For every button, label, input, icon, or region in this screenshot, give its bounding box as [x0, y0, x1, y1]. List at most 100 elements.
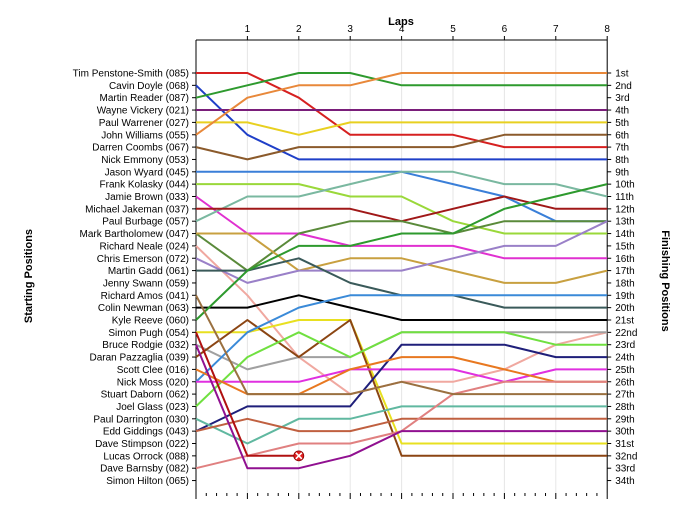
lap-tick-label: 3	[347, 24, 353, 35]
finish-label: 23rd	[615, 340, 635, 351]
finish-label: 27th	[615, 390, 634, 401]
driver-label: Dave Stimpson (022)	[95, 439, 189, 450]
retired-marker-x-1	[295, 452, 303, 460]
finish-label: 24th	[615, 353, 634, 364]
driver-label: Darren Coombs (067)	[92, 143, 189, 154]
driver-label: Kyle Reeve (060)	[112, 316, 189, 327]
series-line-32	[195, 344, 608, 470]
driver-label: Mark Bartholomew (047)	[80, 229, 189, 240]
series-line-29	[195, 417, 608, 433]
series-line-22	[195, 319, 608, 457]
driver-label: Edd Giddings (043)	[103, 427, 189, 438]
series-line-25	[196, 368, 608, 383]
series-layer	[195, 72, 608, 470]
finish-label: 29th	[615, 414, 634, 425]
finish-label: 18th	[615, 278, 634, 289]
finish-label: 26th	[615, 377, 634, 388]
right-axis-title: Finishing Positions	[659, 230, 671, 331]
driver-label: Cavin Doyle (068)	[109, 81, 189, 92]
driver-label: Jamie Brown (033)	[105, 192, 189, 203]
series-line-13	[195, 220, 608, 272]
finish-label: 3rd	[615, 93, 629, 104]
finish-label: 17th	[615, 266, 634, 277]
finish-label: 34th	[615, 476, 634, 487]
driver-label: Nick Moss (020)	[117, 377, 189, 388]
lap-tick-label: 6	[502, 24, 508, 35]
driver-label: Jenny Swann (059)	[103, 278, 189, 289]
finish-label: 30th	[615, 427, 634, 438]
finish-label: 19th	[615, 291, 634, 302]
finish-label: 7th	[615, 143, 629, 154]
grid-layer	[246, 40, 608, 493]
finish-label: 21st	[615, 316, 634, 327]
driver-label: Tim Penstone-Smith (085)	[73, 69, 189, 80]
driver-label: Martin Gadd (061)	[108, 266, 189, 277]
series-line-31	[195, 294, 608, 396]
finish-label: 8th	[615, 155, 629, 166]
series-line-18	[196, 294, 608, 321]
driver-label: Daran Pazzaglia (039)	[90, 353, 190, 364]
label-layer: 1 2 3 4 5 6 7 8 Tim Penstone-Smith (085)Cavin Do…	[73, 24, 638, 487]
driver-label: Paul Warrener (027)	[99, 118, 189, 129]
series-line-9	[196, 183, 608, 235]
driver-label: Scott Clee (016)	[117, 365, 189, 376]
axis-layer	[192, 36, 612, 499]
series-line-6	[195, 72, 608, 136]
finish-label: 5th	[615, 118, 629, 129]
driver-label: Jason Wyard (045)	[105, 167, 189, 178]
finish-label: 1st	[615, 69, 629, 80]
driver-label: Dave Barnsby (082)	[100, 464, 189, 475]
driver-label: Paul Burbage (057)	[102, 217, 189, 228]
series-line-10	[195, 195, 608, 260]
lap-tick-label: 5	[450, 24, 456, 35]
lap-tick-label: 4	[399, 24, 405, 35]
driver-label: Simon Hilton (065)	[106, 476, 189, 487]
series-line-20	[196, 319, 608, 445]
driver-label: Bruce Rodgie (032)	[102, 340, 189, 351]
finish-label: 4th	[615, 106, 629, 117]
finish-label: 2nd	[615, 81, 632, 92]
driver-label: Richard Neale (024)	[100, 241, 190, 252]
finish-label: 13th	[615, 217, 634, 228]
driver-label: Wayne Vickery (021)	[97, 106, 189, 117]
driver-label: Richard Amos (041)	[101, 291, 189, 302]
series-line-7	[195, 133, 608, 161]
series-line-23	[195, 294, 608, 383]
finish-label: 28th	[615, 402, 634, 413]
driver-label: Lucas Orrock (088)	[103, 451, 189, 462]
series-line-19	[195, 183, 608, 321]
driver-label: Paul Darrington (030)	[93, 414, 189, 425]
finish-label: 12th	[615, 204, 634, 215]
driver-label: Simon Pugh (054)	[108, 328, 189, 339]
finish-label: 22nd	[615, 328, 637, 339]
finish-label: 11th	[615, 192, 634, 203]
series-line-33	[195, 331, 299, 457]
finish-label: 25th	[615, 365, 634, 376]
finish-label: 20th	[615, 303, 634, 314]
lap-tick-label: 1	[245, 24, 251, 35]
series-line-16	[195, 220, 608, 284]
driver-label: John Williams (055)	[101, 130, 189, 141]
driver-label: Chris Emerson (072)	[97, 254, 189, 265]
lap-tick-label: 2	[296, 24, 302, 35]
series-line-26	[195, 343, 608, 433]
finish-label: 31st	[615, 439, 634, 450]
driver-label: Joel Glass (023)	[116, 402, 189, 413]
driver-label: Stuart Daborn (062)	[101, 390, 189, 401]
chart-title: Laps	[388, 16, 414, 28]
series-line-3	[195, 72, 608, 99]
finish-label: 16th	[615, 254, 634, 265]
driver-label: Frank Kolasky (044)	[100, 180, 189, 191]
series-line-14	[196, 232, 608, 284]
finish-label: 32nd	[615, 451, 637, 462]
marker-layer	[293, 450, 305, 462]
driver-label: Martin Reader (087)	[100, 93, 189, 104]
finish-label: 6th	[615, 130, 629, 141]
series-line-5	[196, 121, 608, 136]
finish-label: 33rd	[615, 464, 635, 475]
finish-label: 14th	[615, 229, 634, 240]
series-line-11	[195, 170, 608, 223]
series-line-24	[195, 331, 608, 408]
